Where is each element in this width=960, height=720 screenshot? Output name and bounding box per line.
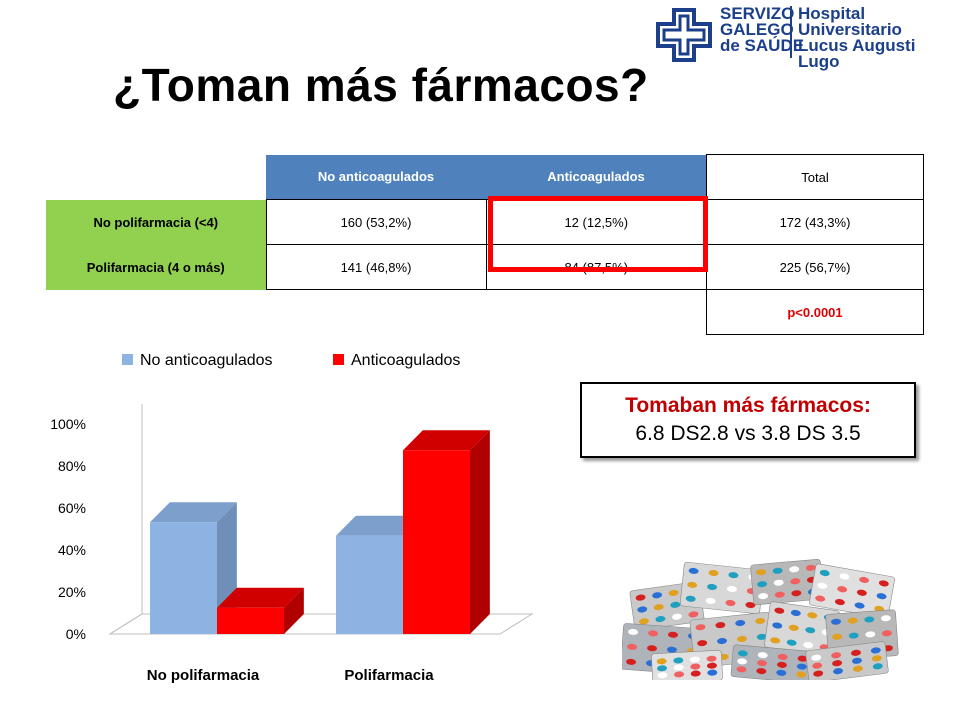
x-tick-label: No polifarmacia (147, 667, 260, 684)
highlight-box (488, 196, 708, 272)
results-table: No anticoagulados Anticoagulados Total N… (46, 154, 924, 335)
bar-top (336, 515, 423, 536)
bar (336, 535, 403, 634)
cross-logo-icon (656, 8, 712, 62)
table-cell: 141 (46,8%) (265, 244, 487, 290)
bar (403, 450, 470, 634)
legend-swatch (122, 354, 133, 365)
row-header: No polifarmacia (<4) (46, 199, 266, 245)
legend-label: No anticoagulados (140, 352, 273, 369)
pills-photo (622, 558, 899, 680)
bar-top (403, 430, 490, 451)
blister-pack (750, 558, 824, 606)
blister-pack (730, 644, 814, 680)
org-name: SERVIZO GALEGO de SAÚDE (720, 4, 805, 55)
y-tick-label: 20% (58, 584, 86, 600)
col-header-anticoagulados: Anticoagulados (486, 154, 707, 200)
bar-side (284, 587, 304, 634)
bar-top (150, 502, 237, 523)
y-tick-label: 40% (58, 542, 86, 558)
legend-swatch (333, 354, 344, 365)
corner-cell (46, 154, 266, 200)
bar (150, 522, 217, 634)
bar-side (470, 430, 490, 634)
blister-pack (809, 563, 895, 619)
bar (217, 607, 284, 634)
callout-body: 6.8 DS2.8 vs 3.8 DS 3.5 (635, 422, 861, 445)
table-cell: 160 (53,2%) (265, 199, 487, 245)
p-value: p<0.0001 (706, 289, 924, 335)
bar-top (217, 587, 304, 608)
table-cell: 172 (43,3%) (706, 199, 924, 245)
table-row: Polifarmacia (4 o más) 141 (46,8%) 84 (8… (46, 244, 924, 290)
slide-title: ¿Toman más fármacos? (113, 59, 649, 111)
y-tick-label: 100% (50, 416, 86, 432)
row-header: Polifarmacia (4 o más) (46, 244, 266, 290)
logo-separator (790, 6, 792, 58)
table-cell: 225 (56,7%) (706, 244, 924, 290)
callout-heading: Tomaban más fármacos: (625, 394, 871, 417)
bar-chart: 0% 20% 40% 60% 80% 100% No anticoagulados Antic… (50, 352, 534, 684)
col-header-no-anticoagulados: No anticoagulados (266, 154, 486, 200)
legend-label: Anticoagulados (351, 352, 460, 369)
hospital-name: Hospital Universitario Lucus Augusti Lug… (798, 4, 916, 71)
y-tick-label: 0% (66, 626, 86, 642)
y-tick-label: 80% (58, 458, 86, 474)
table-row: No polifarmacia (<4) 160 (53,2%) 12 (12,… (46, 199, 924, 245)
blister-pack (651, 650, 723, 680)
blister-pack (805, 641, 889, 680)
y-tick-label: 60% (58, 500, 86, 516)
hospital-logo: SERVIZO GALEGO de SAÚDE Hospital Univers… (652, 0, 960, 70)
callout-box: Tomaban más fármacos: 6.8 DS2.8 vs 3.8 D… (580, 382, 916, 458)
col-header-total: Total (706, 154, 924, 200)
x-tick-label: Polifarmacia (344, 667, 434, 684)
